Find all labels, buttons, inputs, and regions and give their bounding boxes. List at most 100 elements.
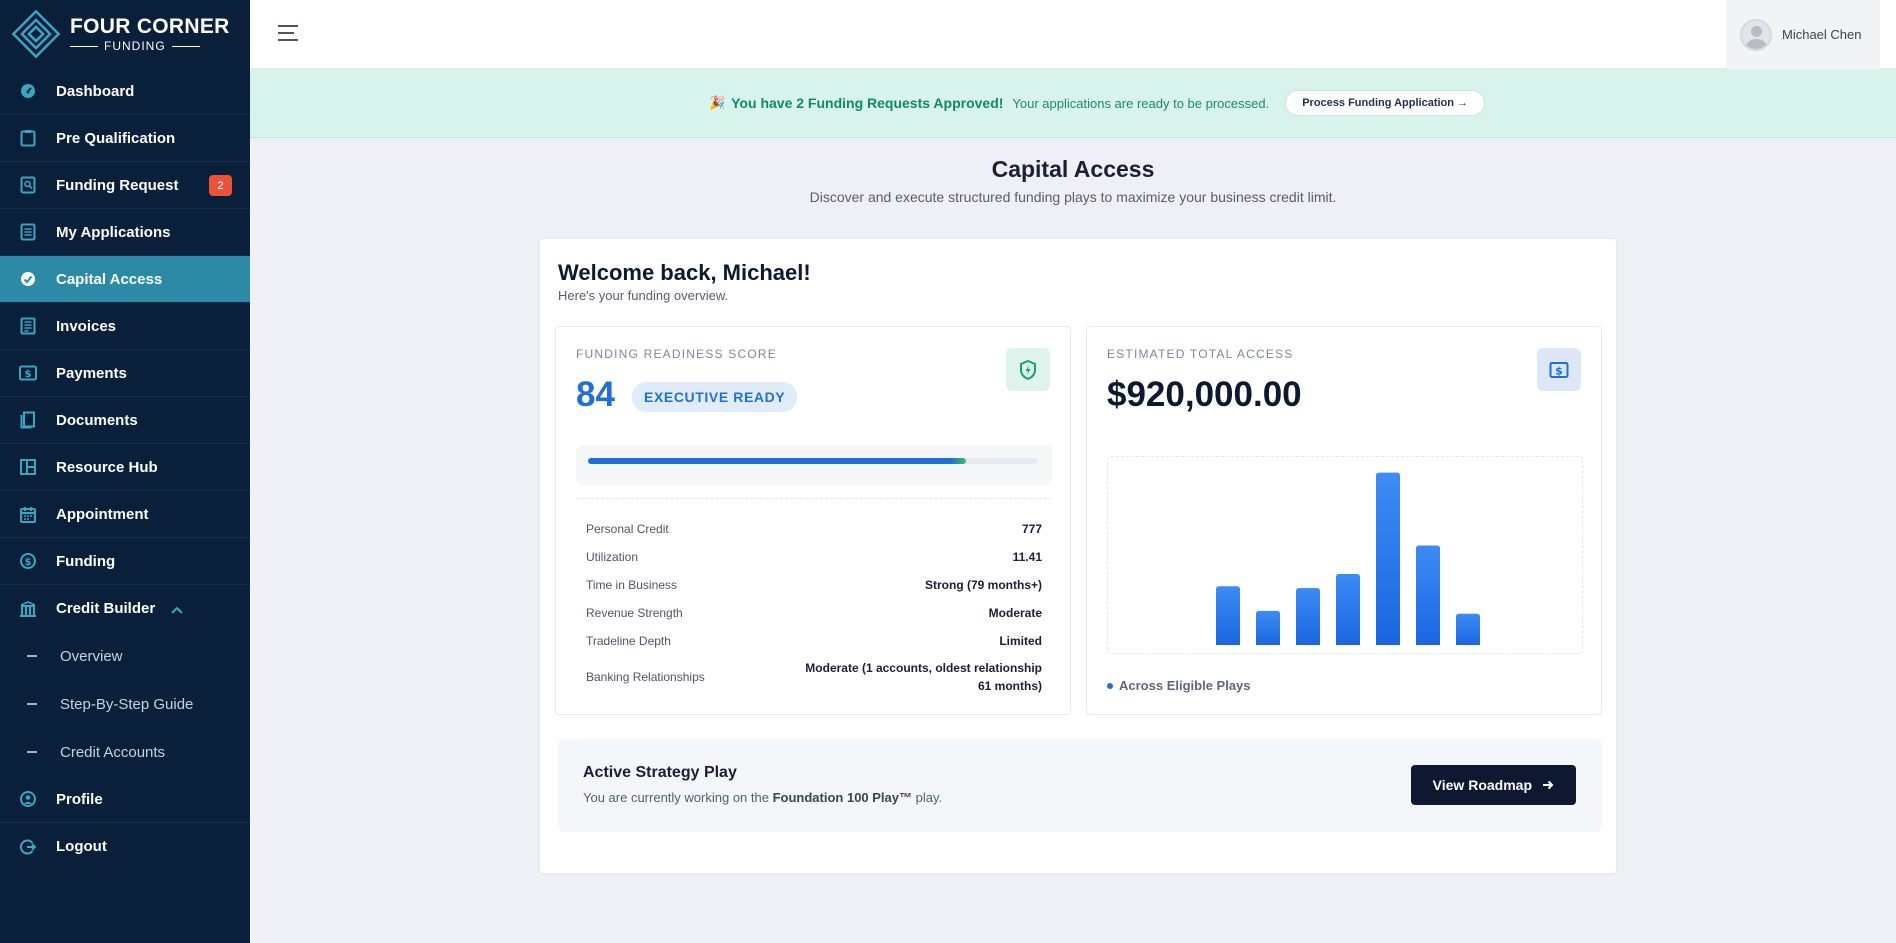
layout-icon [18,457,38,477]
banner-message: Your applications are ready to be proces… [1012,95,1270,111]
metric-label: Banking Relationships [586,670,705,684]
party-icon: 🎉 [708,95,726,110]
sidebar-item-label: Documents [56,411,138,429]
page-subtitle: Discover and execute structured funding … [809,189,1337,205]
sidebar: FOUR CORNER FUNDING Dashboard Pre Qualif… [0,0,250,943]
strategy-suffix: play. [915,790,943,805]
chevron-up-icon[interactable] [171,601,183,617]
metric-label: Utilization [586,550,639,564]
dollar-bill-icon: $ [1537,348,1581,391]
sidebar-item-capital-access[interactable]: Capital Access [0,256,250,303]
brand-line2: FUNDING [104,39,166,53]
chart-bar[interactable] [1336,573,1360,645]
sidebar-item-label: Invoices [56,317,117,335]
credit-builder-submenu: Overview Step-By-Step Guide Credit Accou… [0,632,250,776]
check-circle-icon [18,269,38,289]
dollar-circle-icon: $ [18,551,38,571]
sidebar-item-appointment[interactable]: Appointment [0,491,250,538]
submenu-item-credit-accounts[interactable]: Credit Accounts [0,728,250,776]
sidebar-item-label: Payments [56,364,127,382]
calendar-icon [18,504,38,524]
metric-row: Revenue Strength Moderate [586,599,1042,627]
sidebar-item-profile[interactable]: Profile [0,776,250,823]
sidebar-item-dashboard[interactable]: Dashboard [0,68,250,115]
arrow-right-icon [1542,777,1554,793]
strategy-description: You are currently working on the Foundat… [583,790,942,805]
legend-label: Across Eligible Plays [1119,678,1251,693]
sidebar-item-documents[interactable]: Documents [0,397,250,444]
brand-logo[interactable]: FOUR CORNER FUNDING [0,0,250,68]
chart-bar[interactable] [1256,610,1280,645]
brand-name: FOUR CORNER FUNDING [70,16,230,52]
chart-bar[interactable] [1376,472,1400,645]
readiness-label: FUNDING READINESS SCORE [576,347,777,361]
strategy-title: Active Strategy Play [583,764,737,781]
process-funding-application-button[interactable]: Process Funding Application → [1285,90,1486,116]
chart-bar[interactable] [1456,613,1480,645]
metric-label: Revenue Strength [586,606,683,620]
submenu-item-step-by-step-guide[interactable]: Step-By-Step Guide [0,680,250,728]
svg-text:$: $ [1555,364,1563,377]
sidebar-item-funding[interactable]: $ Funding [0,538,250,585]
welcome-title: Welcome back, Michael! [558,260,811,285]
shield-bolt-icon [1006,348,1050,391]
sidebar-item-my-applications[interactable]: My Applications [0,209,250,256]
funding-readiness-panel: FUNDING READINESS SCORE 84 EXECUTIVE REA… [555,326,1071,715]
dash-icon [27,751,37,753]
sidebar-item-label: Resource Hub [56,458,158,476]
sidebar-item-label: Funding Request [56,176,179,194]
strategy-play-name: Foundation 100 Play™ [772,790,913,805]
chart-bar[interactable] [1416,545,1440,645]
dollar-bill-icon: $ [18,363,38,383]
menu-toggle-icon[interactable] [278,25,300,43]
sidebar-item-resource-hub[interactable]: Resource Hub [0,444,250,491]
sidebar-item-label: Credit Builder [56,600,156,617]
chart-bar[interactable] [1296,588,1320,645]
user-menu[interactable]: Michael Chen [1726,0,1880,69]
metric-label: Tradeline Depth [586,634,671,648]
progress-track [588,458,1038,464]
list-document-icon [18,222,38,242]
user-name: Michael Chen [1782,27,1862,42]
submenu-item-overview[interactable]: Overview [0,632,250,680]
sidebar-item-label: Pre Qualification [56,129,176,147]
sidebar-item-label: Appointment [56,505,149,523]
logout-icon [18,837,38,857]
sidebar-item-invoices[interactable]: Invoices [0,303,250,350]
view-roadmap-button[interactable]: View Roadmap [1410,765,1576,805]
documents-icon [18,410,38,430]
submenu-item-label: Step-By-Step Guide [60,695,194,713]
brand-line1: FOUR CORNER [70,15,230,38]
metric-row: Time in Business Strong (79 months+) [586,571,1042,599]
logo-diamond-icon [8,6,64,62]
metric-value: Moderate (1 accounts, oldest relationshi… [805,661,1042,693]
estimated-total-amount: $920,000.00 [1107,375,1302,414]
sidebar-item-pre-qualification[interactable]: Pre Qualification [0,115,250,162]
metric-value: Limited [999,634,1042,648]
divider [576,498,1052,499]
strategy-prefix: You are currently working on the [583,790,769,805]
sidebar-item-label: My Applications [56,223,171,241]
top-bar: Michael Chen [250,0,1896,69]
sidebar-item-credit-builder[interactable]: Credit Builder [0,585,250,632]
sidebar-item-logout[interactable]: Logout [0,823,250,870]
page-title: Capital Access [991,156,1155,182]
legend-dot [1107,682,1113,689]
bar-chart-svg [1216,472,1480,645]
metric-row: Utilization 11.41 [586,543,1042,571]
metric-label: Time in Business [586,578,677,592]
metric-label: Personal Credit [586,522,669,536]
dash-icon [27,703,37,705]
sidebar-item-payments[interactable]: $ Payments [0,350,250,397]
svg-text:$: $ [25,369,32,380]
user-circle-icon [18,789,38,809]
sidebar-item-funding-request[interactable]: Funding Request 2 [0,162,250,209]
metric-value: Strong (79 months+) [924,578,1042,592]
submenu-item-label: Overview [60,647,123,665]
clipboard-icon [18,128,38,148]
approval-banner: 🎉 You have 2 Funding Requests Approved! … [250,69,1896,138]
dash-icon [27,655,37,657]
chart-bar[interactable] [1216,586,1240,645]
sidebar-item-label: Profile [56,790,103,808]
readiness-score: 84 [576,375,615,414]
